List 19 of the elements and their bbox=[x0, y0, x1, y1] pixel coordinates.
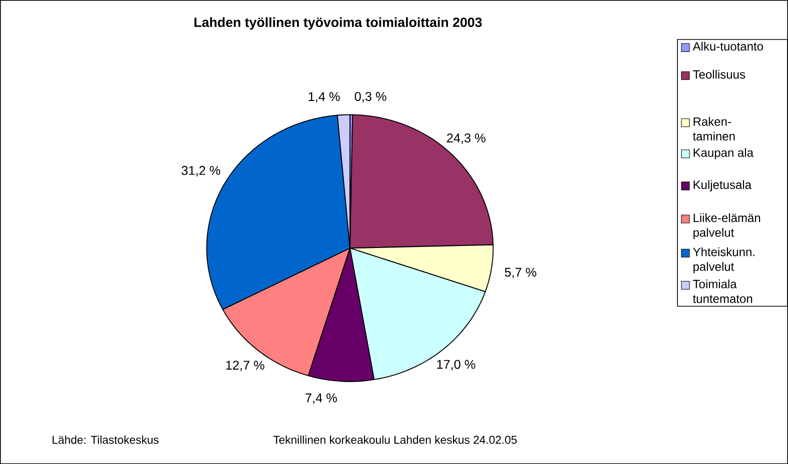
legend-label: Toimiala tuntematon bbox=[692, 279, 752, 303]
data-label: 5,7 % bbox=[504, 268, 536, 278]
legend-label: Liike-elämän palvelut bbox=[693, 213, 760, 240]
chart-title: Lahden työllinen työvoima toimialoittain 2003 bbox=[194, 17, 482, 30]
legend-label: Alku-tuotanto bbox=[692, 42, 764, 51]
data-label: 31,2 % bbox=[182, 166, 220, 176]
text: Teknillinen korkeakoulu Lahden keskus 24.02.05 bbox=[273, 435, 517, 444]
data-label: 12,7 % bbox=[226, 360, 264, 372]
data-label: 1,4 % bbox=[308, 92, 340, 103]
data-label: 0,3 % bbox=[354, 92, 386, 102]
legend-label: Raken-taminen bbox=[692, 116, 735, 140]
legend-label: Kaupan ala bbox=[694, 148, 754, 160]
data-label: 17,0 % bbox=[437, 360, 476, 370]
data-label: 7,4 % bbox=[306, 393, 337, 404]
data-label: 24,3 % bbox=[447, 133, 486, 144]
legend-label: Teollisuus bbox=[692, 70, 746, 79]
legend-label: Yhteiskunn. palvelut bbox=[692, 247, 754, 274]
legend-label: Kuljetusala bbox=[694, 180, 752, 192]
text: Lähde: Tilastokeskus bbox=[52, 435, 159, 444]
